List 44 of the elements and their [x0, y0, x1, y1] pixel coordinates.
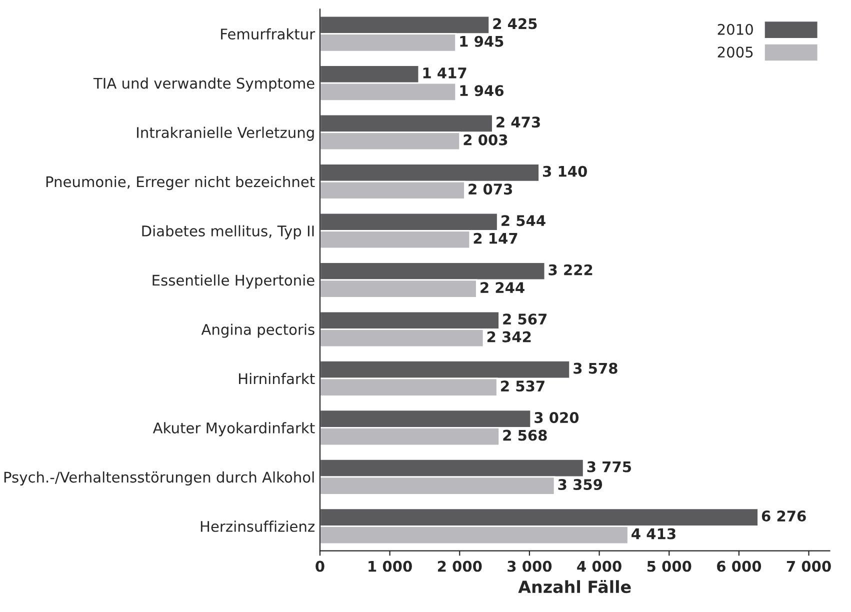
data-label: 1 946	[460, 85, 504, 96]
data-label: 3 222	[548, 264, 592, 276]
x-tick-label: 5 000	[647, 560, 692, 572]
data-label: 2 568	[503, 430, 547, 441]
data-label: 1 945	[460, 36, 504, 47]
data-label: 2 342	[487, 331, 531, 342]
x-tick-label: 7 000	[786, 560, 831, 572]
x-tick-label: 4 000	[577, 560, 622, 572]
legend-label: 2005	[718, 46, 753, 58]
x-tick-label: 6 000	[717, 560, 762, 572]
data-label: 3 020	[534, 412, 579, 424]
data-label: 2 244	[480, 282, 524, 293]
y-tick-label: Angina pectoris	[201, 324, 314, 338]
y-tick-label: Hirninfarkt	[239, 372, 315, 384]
x-tick-label: 0	[316, 560, 324, 572]
data-label: 2 073	[468, 184, 512, 195]
x-tick-label: 3 000	[508, 560, 552, 572]
y-tick-label: Psych.-/Verhaltensstörungen durch Alkohol	[4, 471, 314, 486]
x-tick-label: 2 000	[438, 560, 482, 572]
data-label: 1 417	[423, 68, 466, 78]
y-tick-label: Intrakranielle Verletzung	[137, 126, 314, 141]
y-tick-label: Diabetes mellitus, Typ II	[142, 225, 314, 240]
data-label: 3 140	[542, 166, 587, 177]
data-label: 2 544	[502, 215, 546, 226]
data-label: 4 413	[632, 528, 676, 540]
data-label: 3 775	[587, 461, 632, 472]
data-label: 2 473	[496, 116, 540, 128]
data-label: 2 425	[493, 18, 537, 30]
data-label: 3 359	[558, 479, 602, 490]
data-label: 2 147	[474, 232, 518, 244]
x-tick-label: 1 000	[368, 560, 412, 572]
y-tick-label: Pneumonie, Erreger nicht bezeichnet	[46, 176, 315, 190]
y-tick-label: Akuter Myokardinfarkt	[152, 422, 315, 436]
data-label: 2 537	[501, 380, 544, 392]
x-axis-title: Anzahl Fälle	[518, 580, 631, 594]
legend-label: 2010	[718, 24, 753, 35]
y-tick-label: TIA und verwandte Symptome	[93, 77, 314, 92]
data-label: 2 003	[464, 134, 508, 146]
data-label: 3 578	[574, 362, 618, 374]
y-tick-label: Femurfraktur	[221, 28, 316, 40]
data-label: 2 567	[503, 314, 547, 325]
data-label: 6 276	[762, 510, 806, 522]
y-tick-label: Essentielle Hypertonie	[152, 274, 314, 289]
y-tick-label: Herzinsuffizienz	[200, 520, 314, 532]
